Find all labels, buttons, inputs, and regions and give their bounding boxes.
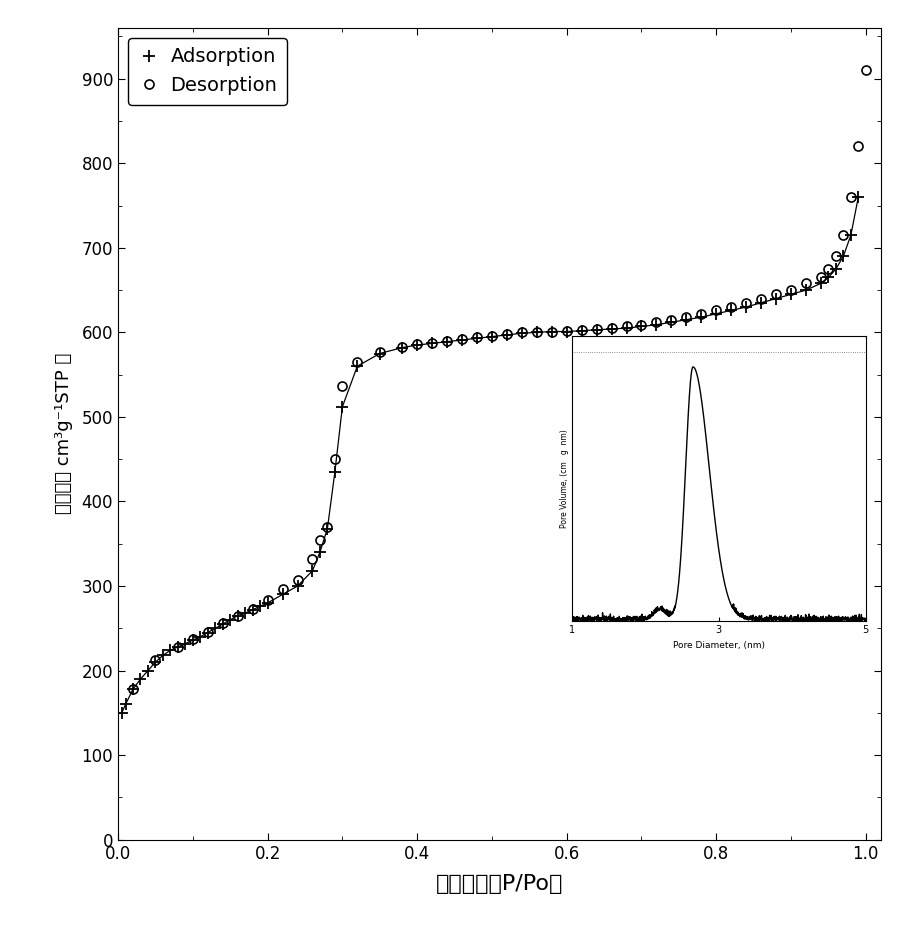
Adsorption	[471, 333, 482, 344]
Desorption	[815, 272, 826, 283]
Desorption	[577, 325, 587, 336]
Desorption	[861, 64, 872, 76]
Desorption	[330, 453, 340, 465]
Adsorption	[330, 466, 340, 478]
Line: Desorption: Desorption	[128, 65, 871, 694]
Adsorption	[116, 707, 127, 718]
Adsorption	[853, 191, 864, 202]
Desorption	[725, 301, 736, 313]
Adsorption	[411, 340, 422, 351]
Line: Adsorption: Adsorption	[115, 191, 864, 719]
X-axis label: 相对压力（P/Po）: 相对压力（P/Po）	[436, 873, 563, 894]
Adsorption	[173, 641, 183, 652]
Adsorption	[547, 326, 558, 337]
Legend: Adsorption, Desorption: Adsorption, Desorption	[128, 37, 287, 104]
Desorption	[621, 321, 632, 332]
Adsorption	[561, 326, 572, 337]
Desorption	[127, 684, 138, 695]
Desorption	[591, 324, 602, 335]
Y-axis label: 吸附量（ cm³g⁻¹STP ）: 吸附量（ cm³g⁻¹STP ）	[55, 354, 74, 514]
